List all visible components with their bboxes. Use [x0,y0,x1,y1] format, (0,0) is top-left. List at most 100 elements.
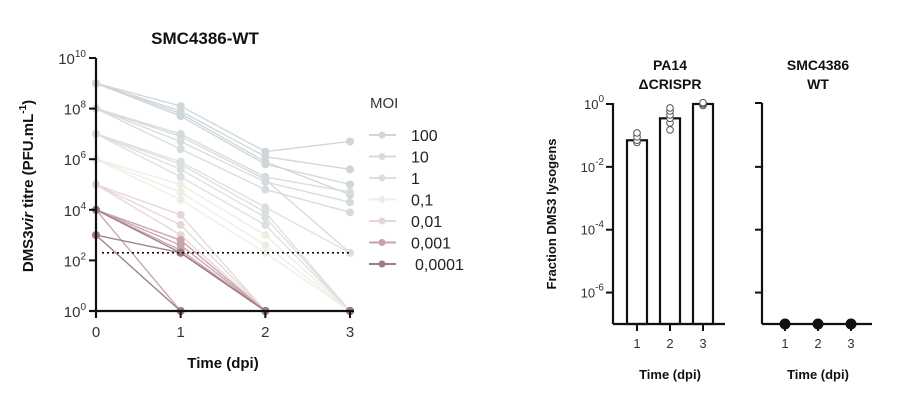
data-point [261,157,270,166]
series-line [95,209,350,312]
bar-y-tick-label: 100 [584,94,604,112]
series-line [95,158,351,312]
legend-label: 0,001 [411,236,451,253]
y-tick-label: 1010 [58,49,86,68]
bar-y-tick-label: 10-4 [581,220,605,238]
wt-data-point [779,318,791,330]
bar [625,139,649,326]
series-line [95,107,351,193]
y-axis-label: DMS3vir titre (PFU.mL-1) [18,100,37,272]
series-line [95,82,351,186]
data-point [176,210,185,219]
data-point [346,188,354,197]
data-point [176,180,185,189]
legend-marker [378,239,386,246]
bar-y-tick-label: 10-6 [581,283,605,301]
y-tick-label: 104 [64,201,87,220]
y-tick-label: 106 [64,150,87,169]
bar-x-tick-label: 3 [699,336,706,351]
series-line [95,82,351,153]
wt-x-tick-label: 1 [781,336,788,351]
lysogens-bar-chart: PA14 ΔCRISPR Fraction DMS3 lysogens 100 1… [544,57,725,382]
series-line [95,133,351,312]
series-100 [92,79,354,199]
legend-item: 0,0001 [369,257,464,274]
bars [625,98,715,326]
legend-item: 1 [369,171,420,188]
data-point [176,248,185,257]
series-line [95,107,351,203]
wt-x-axis-label: Time (dpi) [787,367,849,382]
legend-marker [378,196,386,203]
wt-chart-title-line1: SMC4386 [787,57,849,73]
legend-label: 1 [411,171,420,188]
bar-y-axis-label: Fraction DMS3 lysogens [544,139,559,290]
legend-marker [378,260,386,268]
series-line [95,107,351,254]
bar-x-tick-label: 1 [633,336,640,351]
series-line [95,107,351,214]
series-line [95,209,350,312]
data-point [176,132,185,141]
bar-x-tick-label: 2 [666,336,673,351]
data-point [176,220,185,229]
data-point [261,241,270,250]
legend-marker [378,217,386,225]
legend-marker [378,131,386,139]
wt-data-point [845,318,857,330]
wt-points [779,318,857,330]
wt-chart-title-line2: WT [807,76,829,92]
legend-label: 0,0001 [415,257,464,274]
legend-item: 100 [369,128,438,145]
wt-x-tick-label: 3 [847,336,854,351]
legend-item: 10 [369,150,429,167]
x-tick-label: 3 [346,324,354,341]
series-line [95,209,350,312]
series-line [95,209,350,312]
y-tick-label: 102 [64,251,87,270]
legend-label: 0,1 [411,193,433,210]
legend-item: 0,001 [369,236,451,253]
wt-axes: 1 2 3 [755,102,872,351]
data-point [346,208,354,217]
bar [691,102,715,326]
axes: 100 102 104 106 108 1010 0 1 2 3 [58,49,354,341]
series-line [95,209,350,312]
legend-label: 10 [411,150,429,167]
bar-x-axis-label: Time (dpi) [639,367,701,382]
series-line [95,158,351,312]
data-point [346,180,354,189]
wt-lysogens-chart: SMC4386 WT 1 2 3 Time (dpi) [755,57,872,382]
chart-title: SMC4386-WT [151,29,259,48]
data-point [261,175,270,184]
series-line [95,82,351,171]
x-tick-label: 2 [261,324,269,341]
data-point [176,145,185,154]
data-point [261,208,270,217]
data-point [261,185,270,194]
legend: 100 10 1 0,1 0,01 0,001 0,0001 [369,128,464,274]
legend-marker [378,174,386,182]
data-point [176,195,185,204]
data-point [346,198,354,207]
legend-item: 0,01 [369,214,442,231]
legend-marker [378,153,386,160]
series-line [95,158,351,312]
data-point [261,220,270,229]
data-point [176,172,185,181]
wt-data-point [812,318,824,330]
bar [658,117,682,326]
legend-title: MOI [370,95,398,112]
bar-chart-title-line2: ΔCRISPR [639,76,702,92]
data-point [346,165,354,174]
bar-axes: 100 10-2 10-4 10-6 1 2 3 [581,94,725,351]
y-tick-label: 100 [64,302,87,321]
replicate-point [666,104,674,112]
series-line [95,133,351,254]
bar-chart-title-line1: PA14 [653,57,687,73]
y-tick-label: 108 [64,100,87,119]
x-tick-label: 0 [92,324,100,341]
legend-label: 100 [411,128,438,145]
